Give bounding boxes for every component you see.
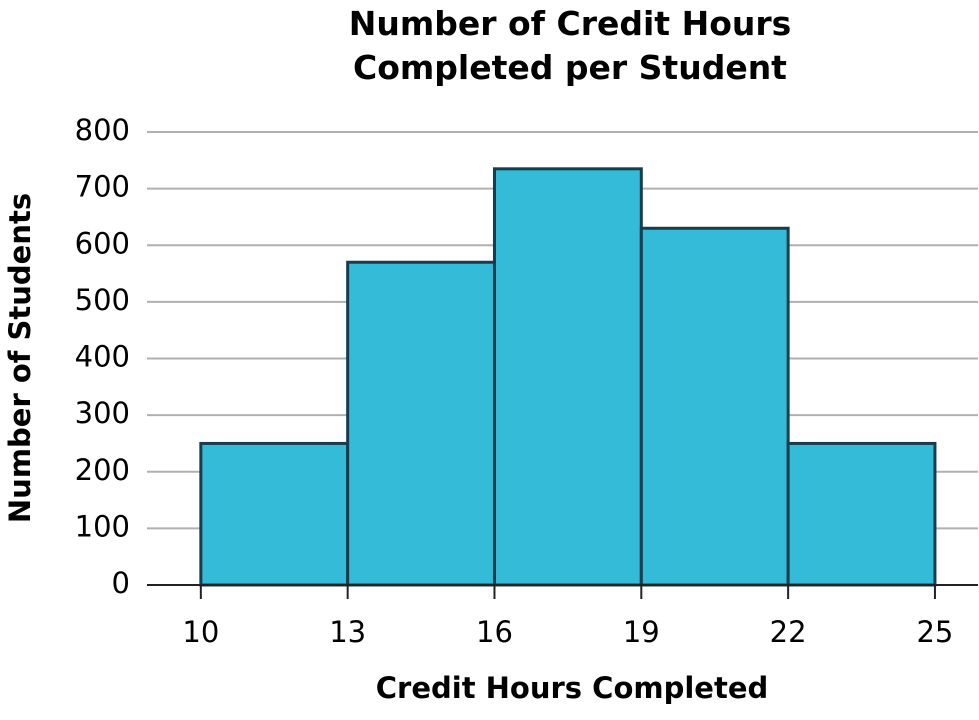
y-tick-label: 400 [75,340,130,374]
x-tick-label: 25 [916,615,953,649]
y-tick-label: 700 [75,170,130,204]
y-tick-label: 600 [75,226,130,260]
x-tick-label: 22 [770,615,807,649]
y-tick-label: 0 [112,566,130,600]
y-axis-label: Number of Students [3,193,37,523]
x-tick-label: 10 [182,615,219,649]
chart-title: Number of Credit Hours Completed per Stu… [348,4,792,87]
x-tick-label: 19 [623,615,660,649]
y-tick-label: 100 [75,509,130,543]
y-tick-label: 200 [75,453,130,487]
bar [786,441,937,587]
bar [199,441,350,587]
bar [639,226,790,587]
y-tick-label: 300 [75,396,130,430]
x-tick-label: 13 [329,615,366,649]
y-tick-label: 500 [75,283,130,317]
bar [346,260,496,587]
x-axis-label: Credit Hours Completed [376,671,769,705]
bar [492,167,643,587]
x-tick-label: 16 [476,615,513,649]
y-tick-label: 800 [75,113,130,147]
